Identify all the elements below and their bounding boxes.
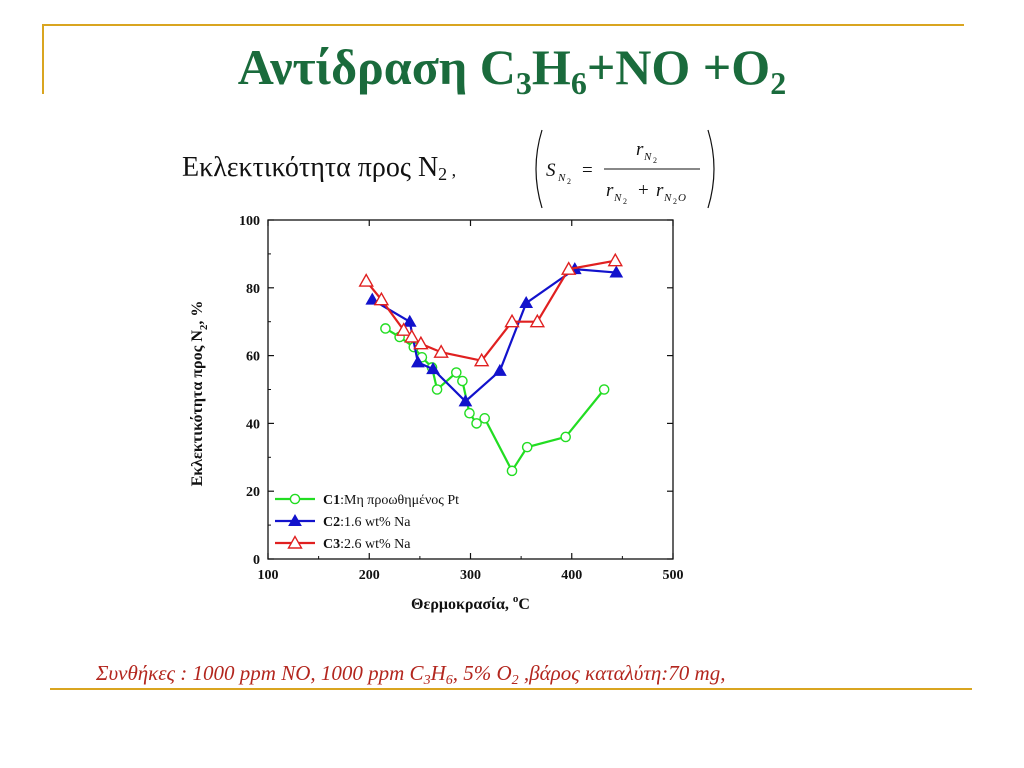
data-point-c1 bbox=[380, 323, 391, 334]
data-point-c1 bbox=[506, 465, 518, 477]
selectivity-subtitle: Εκλεκτικότητα προς N2 , bbox=[182, 152, 457, 184]
x-tick-label: 300 bbox=[460, 568, 481, 583]
svg-text:2: 2 bbox=[567, 177, 571, 186]
data-point-c1 bbox=[431, 384, 443, 395]
data-point-c1 bbox=[471, 418, 482, 429]
y-tick-label: 80 bbox=[246, 282, 260, 297]
y-tick-label: 20 bbox=[246, 485, 260, 500]
data-point-c2 bbox=[458, 394, 473, 407]
svg-text:O: O bbox=[678, 192, 686, 204]
y-tick-label: 0 bbox=[253, 553, 260, 568]
svg-text:N: N bbox=[557, 172, 566, 184]
data-point-c1 bbox=[598, 384, 610, 395]
legend-label-c1: C1:Μη προωθημένος Pt bbox=[323, 493, 459, 508]
svg-text:2: 2 bbox=[673, 197, 677, 206]
legend-marker bbox=[288, 513, 302, 526]
x-tick-label: 400 bbox=[561, 568, 582, 583]
selectivity-chart: 100 200 300 400 500 0 20 40 60 80 100 Θερμοκρασία,… bbox=[189, 214, 684, 613]
data-point-c2 bbox=[402, 314, 417, 327]
data-point-c1 bbox=[479, 413, 490, 424]
data-point-c3 bbox=[433, 344, 449, 358]
data-point-c1 bbox=[521, 441, 533, 453]
data-point-c3 bbox=[358, 273, 374, 287]
svg-text:r: r bbox=[656, 180, 664, 201]
data-point-c2 bbox=[609, 265, 624, 278]
data-point-c3 bbox=[373, 291, 390, 306]
data-point-c3 bbox=[473, 352, 490, 367]
selectivity-formula: S N 2 = r N 2 r N 2 + r N 2 O bbox=[535, 129, 715, 209]
series-line-c3 bbox=[365, 259, 616, 362]
x-tick-label: 200 bbox=[359, 568, 380, 583]
legend-label-c3: C3:2.6 wt% Na bbox=[323, 537, 411, 552]
data-point-c2 bbox=[519, 296, 534, 309]
y-tick-label: 100 bbox=[239, 214, 260, 229]
plot-frame bbox=[267, 219, 674, 560]
data-point-c3 bbox=[607, 252, 623, 267]
slide-frame-left-line bbox=[42, 24, 44, 94]
data-point-c1 bbox=[451, 367, 462, 378]
chart-legend: C1:Μη προωθημένος Pt C2:1.6 wt% Na C3:2.6 … bbox=[275, 493, 459, 552]
svg-text:N: N bbox=[663, 192, 672, 204]
plot-layer: 100 200 300 400 500 0 20 40 60 80 100 bbox=[239, 214, 684, 583]
x-tick-label: 500 bbox=[663, 568, 684, 583]
data-point-c1 bbox=[457, 375, 468, 387]
svg-text:=: = bbox=[582, 160, 593, 181]
svg-text:N: N bbox=[613, 192, 622, 204]
svg-text:N: N bbox=[643, 151, 652, 163]
svg-text:2: 2 bbox=[653, 156, 657, 165]
legend-label-c2: C2:1.6 wt% Na bbox=[323, 515, 411, 530]
data-point-c2 bbox=[493, 363, 507, 376]
slide-title: Αντίδραση C3H6+NO +O2 bbox=[237, 39, 787, 101]
data-point-c3 bbox=[561, 261, 577, 275]
data-point-c3 bbox=[504, 313, 520, 328]
data-point-c1 bbox=[560, 431, 571, 443]
reaction-conditions: Συνθήκες : 1000 ppm NO, 1000 ppm C3H6, 5… bbox=[96, 661, 726, 688]
svg-text:r: r bbox=[636, 139, 644, 160]
slide-frame-bottom-line bbox=[50, 688, 972, 690]
y-tick-label: 60 bbox=[246, 350, 260, 365]
x-axis-label: Θερμοκρασία, oC bbox=[411, 593, 530, 613]
data-point-c2 bbox=[426, 362, 440, 375]
svg-text:r: r bbox=[606, 180, 614, 201]
legend-marker bbox=[287, 535, 303, 549]
data-point-c3 bbox=[404, 329, 420, 343]
data-point-c1 bbox=[464, 407, 475, 419]
data-point-c3 bbox=[395, 322, 412, 336]
legend-marker bbox=[289, 493, 301, 505]
x-tick-label: 100 bbox=[258, 568, 279, 583]
formula-lhs: S bbox=[546, 160, 556, 181]
y-tick-label: 40 bbox=[246, 417, 260, 432]
data-point-c2 bbox=[365, 292, 380, 305]
svg-text:+: + bbox=[638, 180, 649, 201]
y-axis-label: Εκλεκτικότητα προς N2, % bbox=[189, 301, 210, 487]
data-point-c3 bbox=[529, 313, 546, 328]
slide-frame-top-line bbox=[42, 24, 964, 26]
svg-text:2: 2 bbox=[623, 197, 627, 206]
data-point-c2 bbox=[410, 355, 425, 368]
data-point-c3 bbox=[413, 335, 429, 350]
